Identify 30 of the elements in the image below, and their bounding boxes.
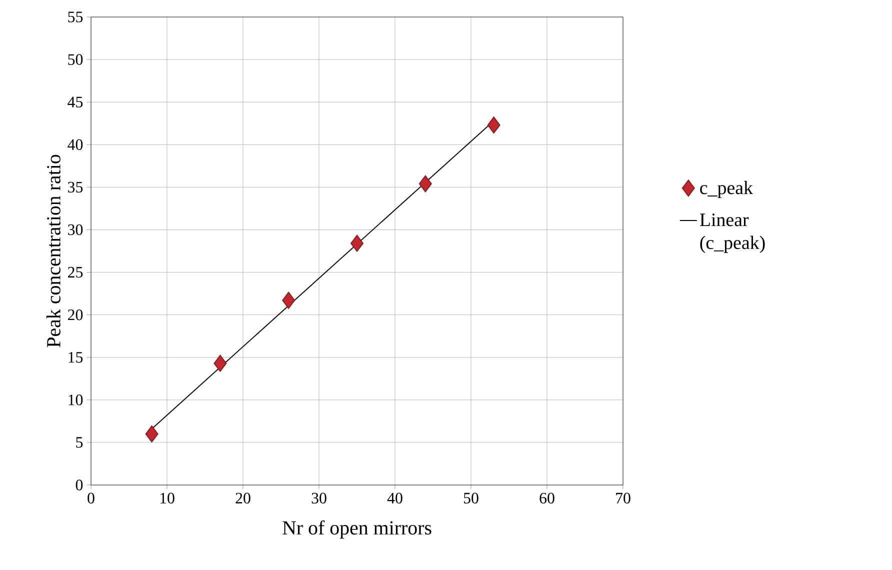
- point: [418, 175, 432, 192]
- y-tick-label: 45: [68, 96, 83, 108]
- y-tick-label: 35: [68, 182, 83, 193]
- point: [350, 234, 364, 252]
- point: [282, 292, 296, 309]
- x-tick-label: 20: [236, 492, 250, 504]
- x-axis-title: Nr of open mirrors: [282, 520, 432, 539]
- y-tick-label: 20: [68, 309, 83, 320]
- y-tick-label: 25: [68, 266, 83, 278]
- x-tick-label: 30: [312, 492, 326, 504]
- y-tick-label: 0: [76, 480, 83, 490]
- x-tick-label: 40: [387, 492, 402, 504]
- x-tick-label: 50: [464, 492, 478, 504]
- point: [487, 116, 500, 134]
- y-tick-label: 55: [68, 12, 83, 22]
- x-tick-label: 60: [540, 492, 554, 504]
- y-tick-label: 40: [68, 139, 83, 150]
- x-tick-label: 0: [88, 492, 94, 504]
- x-tick-label: 70: [616, 492, 630, 504]
- y-axis-title: Peak concentration ratio: [46, 154, 60, 348]
- legend-label: Linear (c_peak): [700, 213, 765, 253]
- x-tick-label: 10: [160, 492, 174, 504]
- point: [145, 425, 158, 442]
- y-tick-label: 15: [68, 352, 83, 363]
- y-tick-label: 5: [76, 437, 83, 448]
- point: [214, 354, 227, 372]
- y-tick-label: 50: [68, 54, 83, 65]
- y-tick-label: 10: [68, 394, 83, 406]
- legend-label: c_peak: [700, 180, 754, 198]
- y-tick-label: 30: [68, 224, 83, 236]
